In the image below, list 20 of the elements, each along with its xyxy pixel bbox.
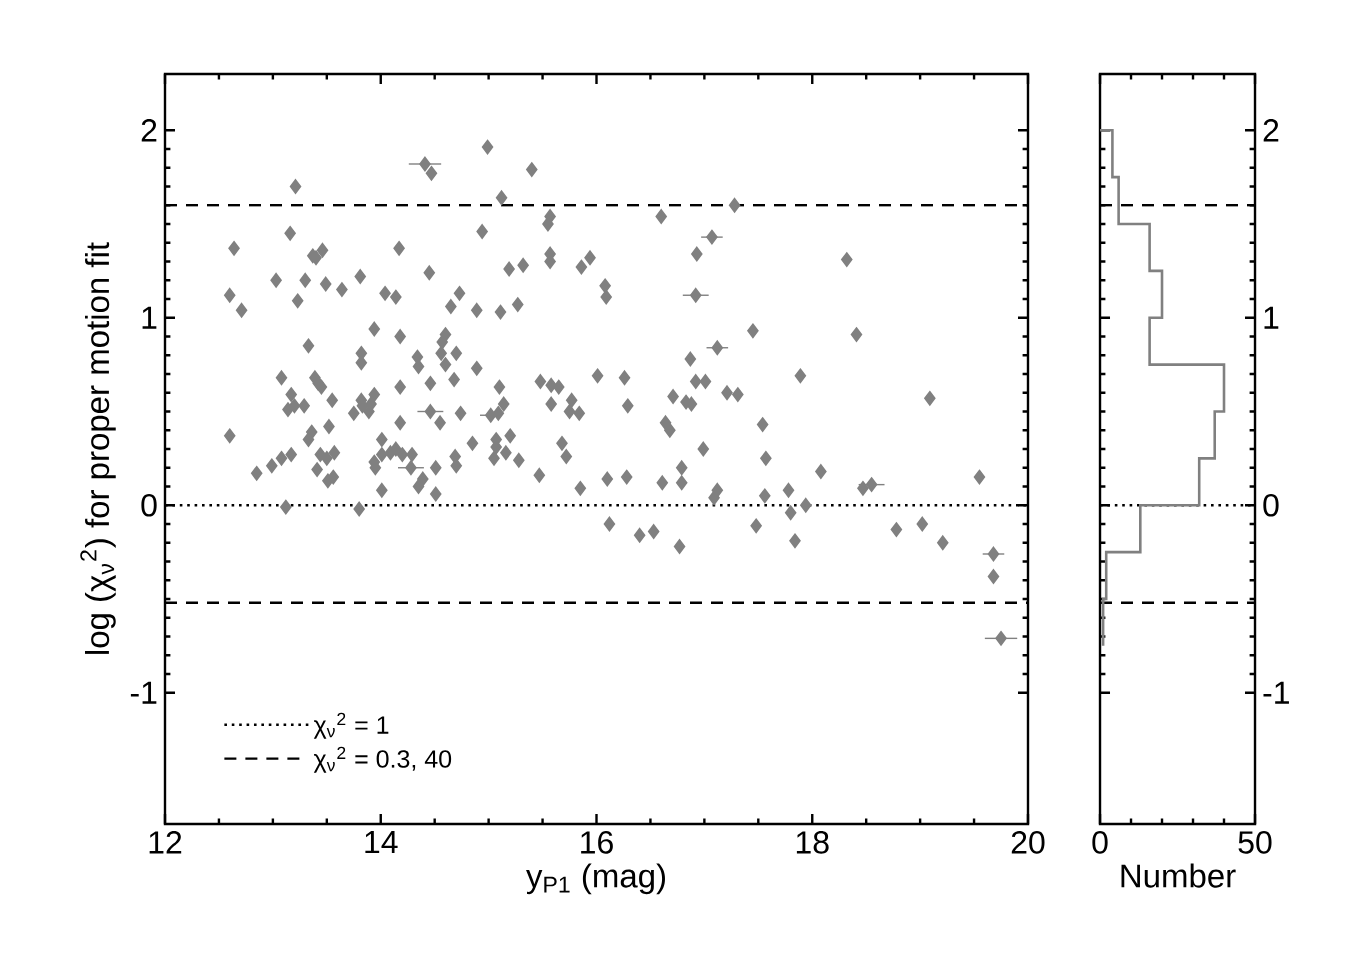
y-tick-label: 2 (141, 119, 157, 142)
x-tick-label: 14 (365, 831, 398, 854)
x-tick-label: 16 (581, 831, 613, 854)
y-tick-label: 0 (141, 493, 157, 517)
y-tick-label: 0 (1263, 493, 1279, 517)
y-tick-label: -1 (130, 681, 157, 704)
y-tick-label: 1 (142, 306, 157, 329)
y-axis-title: log (χ$_{ν}$$^{2}$) for proper motion fit (80, 242, 116, 654)
x-tick-label: 18 (796, 831, 829, 854)
y-tick-label: 2 (1263, 119, 1279, 142)
y-tick-label: -1 (1263, 681, 1289, 704)
x-tick-label: 12 (149, 831, 182, 854)
y-tick-label: 1 (1264, 306, 1279, 329)
legend-label: χ$_{ν}$$^{2}$ = 1 (313, 712, 389, 739)
x-tick-label: 20 (1011, 831, 1045, 854)
x-tick-label: 50 (1238, 831, 1272, 854)
x-axis-title: y$_{P1}$ (mag) (526, 863, 665, 895)
x-tick-label: 0 (1092, 831, 1108, 854)
x-axis-title: Number (1121, 863, 1236, 888)
legend-label: χ$_{ν}$$^{2}$ = 0.3, 40 (313, 746, 452, 773)
